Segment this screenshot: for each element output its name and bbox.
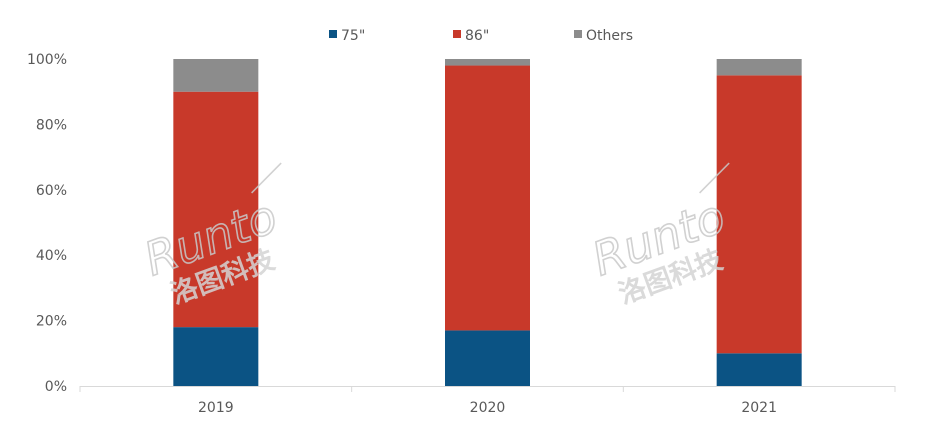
legend: 75" 86" Others <box>329 28 633 44</box>
y-tick-label: 0% <box>45 379 67 395</box>
bar-segment-2021-2 <box>716 59 802 76</box>
watermark-swoosh <box>251 162 282 194</box>
x-tick-label: 2019 <box>198 400 234 416</box>
bar-segment-2021-0 <box>716 353 802 386</box>
y-tick-label: 100% <box>27 52 67 68</box>
legend-label: Others <box>586 28 633 44</box>
x-tick-label: 2020 <box>470 400 506 416</box>
y-axis: 0% 20% 40% 60% 80% 100% <box>27 52 67 395</box>
bar-segment-2019-0 <box>173 327 259 386</box>
legend-swatch <box>574 30 582 38</box>
bar-segment-2020-1 <box>445 65 530 331</box>
y-tick-label: 60% <box>36 183 67 199</box>
bar-segment-2020-2 <box>445 59 530 66</box>
y-tick-label: 20% <box>36 314 67 330</box>
bars <box>173 59 802 386</box>
y-tick-label: 80% <box>36 117 67 133</box>
legend-swatch <box>329 30 337 38</box>
bar-segment-2020-0 <box>445 330 530 386</box>
bar-segment-2021-1 <box>716 75 802 354</box>
x-tick-label: 2021 <box>741 400 777 416</box>
legend-label: 86" <box>465 28 489 44</box>
bar-segment-2019-1 <box>173 91 259 328</box>
x-axis: 2019 2020 2021 <box>79 386 896 416</box>
y-tick-label: 40% <box>36 248 67 264</box>
bar-segment-2019-2 <box>173 59 259 92</box>
legend-swatch <box>453 30 461 38</box>
legend-label: 75" <box>341 28 365 44</box>
watermark-swoosh <box>699 162 730 194</box>
